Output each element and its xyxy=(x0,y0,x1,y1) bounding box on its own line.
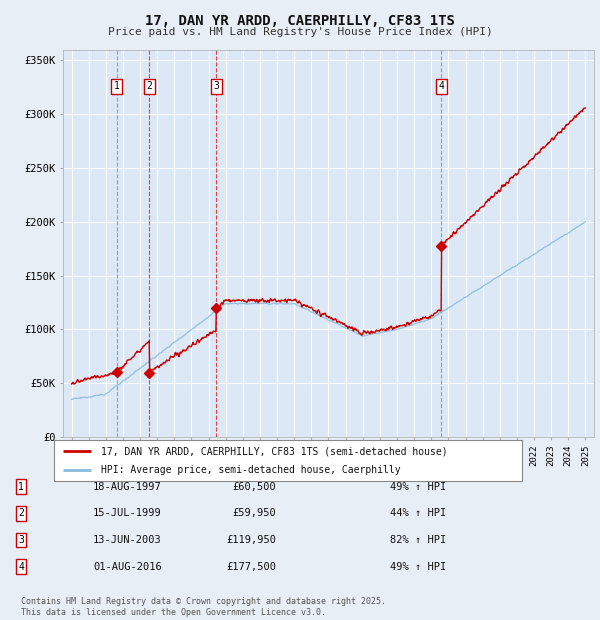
Text: 49% ↑ HPI: 49% ↑ HPI xyxy=(390,562,446,572)
Text: 17, DAN YR ARDD, CAERPHILLY, CF83 1TS: 17, DAN YR ARDD, CAERPHILLY, CF83 1TS xyxy=(145,14,455,29)
Text: 13-JUN-2003: 13-JUN-2003 xyxy=(93,535,162,545)
Text: 2: 2 xyxy=(146,81,152,91)
Text: 18-AUG-1997: 18-AUG-1997 xyxy=(93,482,162,492)
Text: 4: 4 xyxy=(18,562,24,572)
Text: 17, DAN YR ARDD, CAERPHILLY, CF83 1TS (semi-detached house): 17, DAN YR ARDD, CAERPHILLY, CF83 1TS (s… xyxy=(101,446,448,456)
Text: 44% ↑ HPI: 44% ↑ HPI xyxy=(390,508,446,518)
Text: £119,950: £119,950 xyxy=(226,535,276,545)
Text: 2: 2 xyxy=(18,508,24,518)
Text: 49% ↑ HPI: 49% ↑ HPI xyxy=(390,482,446,492)
Text: 82% ↑ HPI: 82% ↑ HPI xyxy=(390,535,446,545)
Text: 01-AUG-2016: 01-AUG-2016 xyxy=(93,562,162,572)
Text: 15-JUL-1999: 15-JUL-1999 xyxy=(93,508,162,518)
Text: £177,500: £177,500 xyxy=(226,562,276,572)
Text: 1: 1 xyxy=(18,482,24,492)
Text: 1: 1 xyxy=(113,81,119,91)
Text: £60,500: £60,500 xyxy=(232,482,276,492)
Text: 4: 4 xyxy=(438,81,444,91)
Text: Contains HM Land Registry data © Crown copyright and database right 2025.
This d: Contains HM Land Registry data © Crown c… xyxy=(21,598,386,617)
Text: HPI: Average price, semi-detached house, Caerphilly: HPI: Average price, semi-detached house,… xyxy=(101,464,400,475)
Text: Price paid vs. HM Land Registry's House Price Index (HPI): Price paid vs. HM Land Registry's House … xyxy=(107,27,493,37)
Text: 3: 3 xyxy=(213,81,219,91)
Text: 3: 3 xyxy=(18,535,24,545)
Text: £59,950: £59,950 xyxy=(232,508,276,518)
